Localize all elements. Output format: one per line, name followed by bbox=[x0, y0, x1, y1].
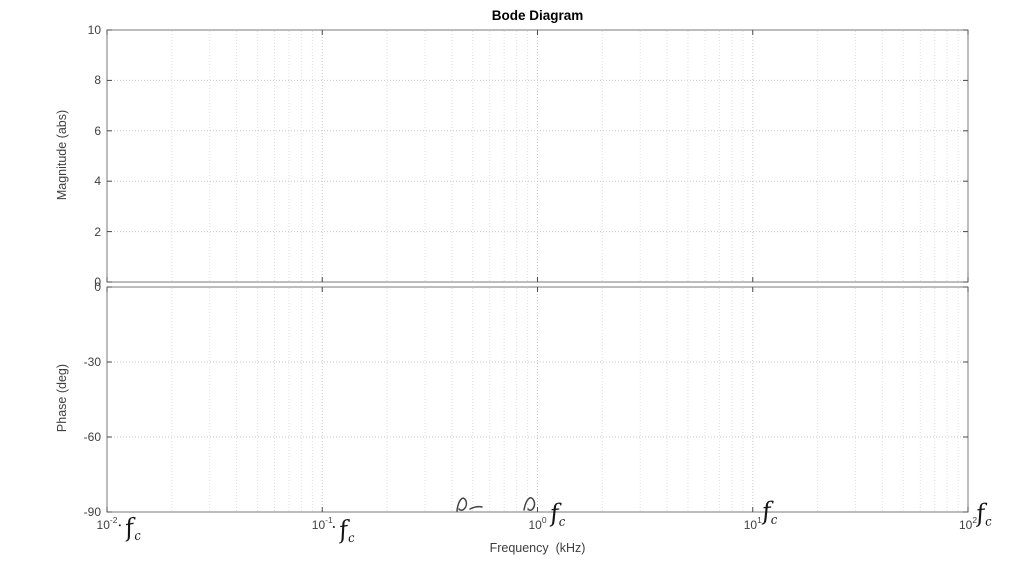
y-tick-label: -90 bbox=[83, 505, 101, 519]
fc-handwritten-annotation: fc bbox=[974, 498, 993, 529]
fc-handwritten-annotation: ·fc bbox=[115, 513, 143, 544]
y-tick-label: -60 bbox=[83, 430, 101, 444]
y-tick-label: 0 bbox=[94, 280, 101, 294]
chart-title: Bode Diagram bbox=[491, 8, 584, 23]
x-tick-label: 10-2 bbox=[96, 515, 118, 532]
x-axis-label: Frequency (kHz) bbox=[489, 541, 586, 555]
fc-handwritten-annotation: fc bbox=[548, 498, 566, 529]
x-tick-label: 100 bbox=[528, 515, 547, 532]
y-tick-label: 4 bbox=[94, 174, 101, 189]
y-tick-label: 2 bbox=[94, 224, 101, 239]
handwritten-scribble bbox=[523, 497, 536, 512]
y-tick-label: 8 bbox=[94, 73, 101, 88]
fc-handwritten-annotation: ·fc bbox=[330, 515, 356, 546]
x-tick-label: 10-1 bbox=[311, 515, 333, 532]
y-tick-label: -30 bbox=[83, 355, 101, 369]
y-tick-label: 6 bbox=[94, 123, 101, 138]
y-tick-label: 0 bbox=[94, 275, 101, 289]
handwritten-scribble bbox=[456, 497, 468, 512]
x-tick-label: 102 bbox=[958, 515, 978, 532]
y-tick-label: 10 bbox=[87, 23, 101, 37]
fc-handwritten-annotation: fc bbox=[760, 496, 778, 527]
x-tick-label: 101 bbox=[743, 515, 762, 532]
handwritten-scribble bbox=[469, 505, 483, 510]
